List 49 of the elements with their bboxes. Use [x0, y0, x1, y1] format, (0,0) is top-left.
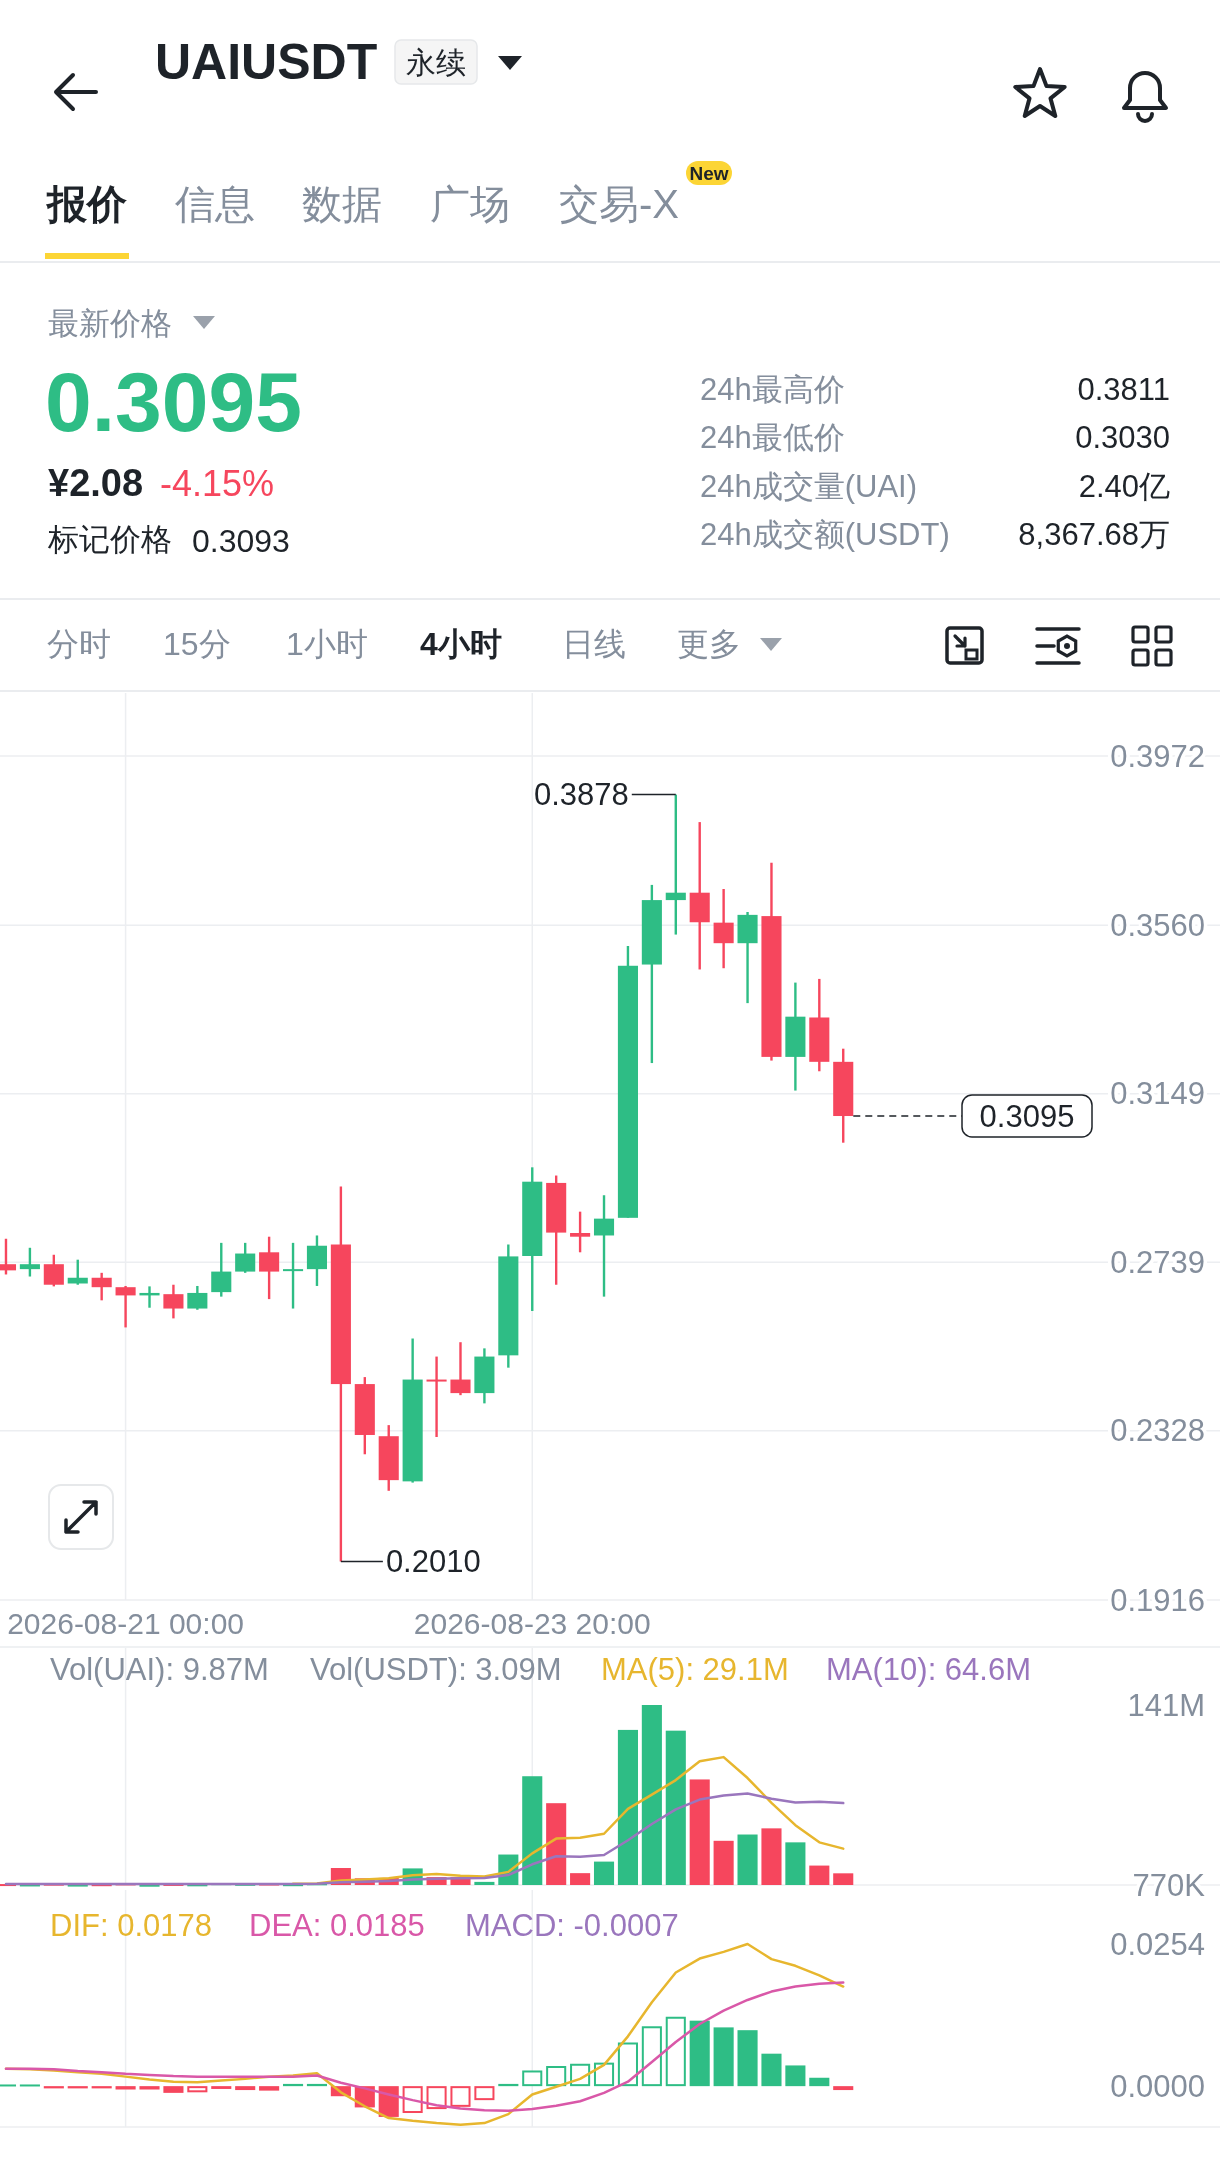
text: DIF: 0.0178 — [50, 1907, 212, 1943]
y-tick-label: 0.3560 — [1110, 907, 1205, 943]
text: 最新价格 — [48, 305, 172, 341]
ref-line-label: 0.3095 — [979, 1098, 1075, 1134]
y-tick-label: 770K — [1132, 1867, 1206, 1903]
y-tick-label: 0.3149 — [1110, 1076, 1205, 1112]
text: 分时 — [47, 626, 111, 662]
text: 24h成交量(UAI) — [700, 468, 918, 504]
text: 0.3093 — [192, 523, 290, 559]
text: 8,367.68万 — [1018, 516, 1170, 552]
text: 广场 — [430, 182, 510, 226]
x-tick-label: 2026-08-23 20:00 — [413, 1606, 651, 1640]
y-tick-label: 0.1916 — [1110, 1582, 1205, 1618]
text: MACD: -0.0007 — [465, 1907, 679, 1943]
text: 0.3095 — [45, 355, 302, 449]
text: 15分 — [163, 626, 231, 662]
text: 永续 — [406, 45, 466, 79]
text: 日线 — [562, 626, 626, 662]
annotation: 0.2010 — [385, 1543, 481, 1579]
y-tick-label: 0.2739 — [1110, 1244, 1205, 1280]
text: 24h成交额(USDT) — [700, 516, 950, 552]
y-tick-label: 0.3972 — [1110, 738, 1205, 774]
text: 报价 — [45, 182, 128, 226]
text: 1小时 — [286, 626, 368, 662]
y-tick-label: 0.0000 — [1110, 2068, 1205, 2104]
text: 标记价格 — [47, 521, 172, 557]
text: 信息 — [175, 182, 255, 226]
y-tick-label: 0.2328 — [1110, 1413, 1205, 1449]
text: ¥2.08 — [48, 462, 144, 504]
text: 0.3030 — [1075, 419, 1170, 455]
text: 数据 — [302, 182, 382, 226]
text: 0.3811 — [1077, 371, 1170, 407]
text: MA(5): 29.1M — [601, 1651, 789, 1687]
text: 4小时 — [420, 626, 502, 662]
text: -4.15% — [160, 462, 275, 504]
text: Vol(USDT): 3.09M — [310, 1651, 562, 1687]
text: MA(10): 64.6M — [826, 1651, 1032, 1687]
y-tick-label: 141M — [1127, 1687, 1205, 1723]
text: UAIUSDT — [155, 34, 378, 90]
text: DEA: 0.0185 — [249, 1907, 425, 1943]
x-tick-label: 2026-08-21 00:00 — [7, 1606, 245, 1640]
text: 交易-X — [559, 182, 679, 226]
text: 2.40亿 — [1078, 468, 1170, 504]
annotation: 0.3878 — [533, 777, 629, 813]
text: 24h最高价 — [700, 371, 845, 407]
y-tick-label: 0.0254 — [1110, 1926, 1205, 1962]
text: 更多 — [677, 626, 741, 662]
text: Vol(UAI): 9.87M — [50, 1651, 269, 1687]
text: 24h最低价 — [700, 419, 845, 455]
